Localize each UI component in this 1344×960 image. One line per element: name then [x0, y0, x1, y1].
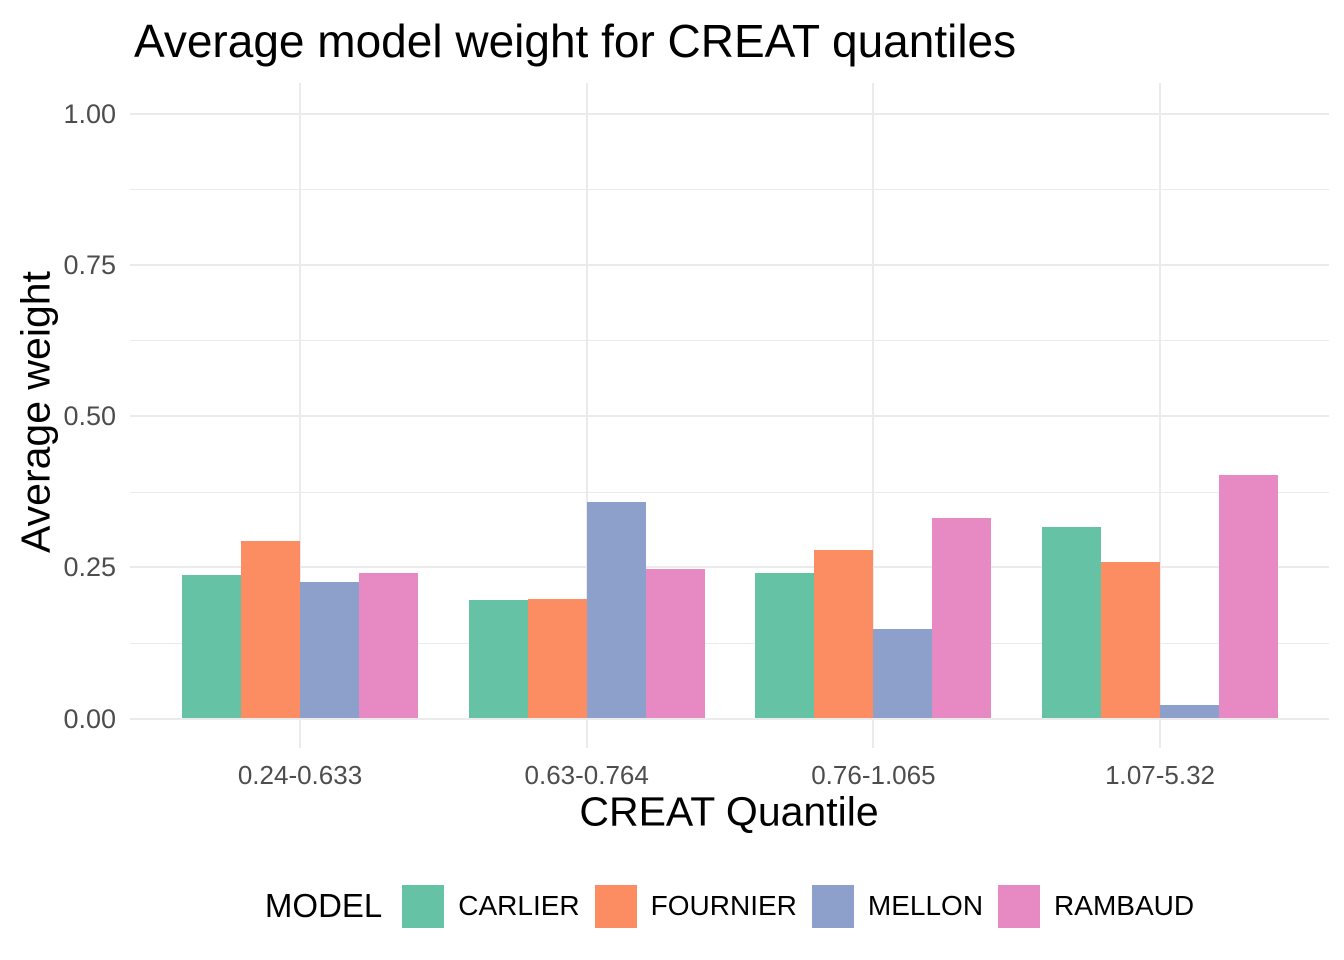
gridline-major-horizontal [130, 566, 1329, 569]
y-tick-label: 1.00 [63, 98, 116, 129]
legend-swatch-fournier [594, 884, 637, 928]
legend-label-fournier: FOURNIER [650, 890, 797, 921]
gridline-minor-horizontal [130, 189, 1329, 191]
y-tick-label: 0.00 [63, 703, 116, 734]
bar-carlier-2 [468, 599, 528, 719]
gridline-major-horizontal [130, 415, 1329, 417]
legend-label-carlier: CARLIER [458, 890, 580, 921]
bar-rambaud-4 [1219, 474, 1279, 719]
legend-swatch-mellon [811, 884, 854, 928]
legend-item-fournier: FOURNIER [594, 884, 797, 928]
x-tick-label: 1.07-5.32 [1105, 760, 1216, 790]
gridline-major-horizontal [130, 112, 1329, 115]
y-tick-label: 0.50 [63, 401, 116, 431]
x-tick-label: 0.63-0.764 [524, 760, 649, 790]
bar-fournier-4 [1101, 562, 1161, 719]
gridline-major-horizontal [130, 263, 1329, 266]
bar-mellon-3 [873, 628, 933, 719]
gridline-major-vertical [585, 83, 588, 748]
x-tick-label: 0.76-1.065 [811, 760, 936, 790]
plot-panel [130, 83, 1329, 748]
gridline-minor-horizontal [130, 491, 1329, 493]
legend-title: MODEL [264, 887, 383, 924]
gridline-major-vertical [872, 83, 875, 748]
legend-item-rambaud: RAMBAUD [998, 884, 1195, 928]
bar-carlier-3 [755, 572, 815, 719]
bar-fournier-2 [527, 599, 587, 719]
bar-rambaud-1 [359, 572, 418, 719]
legend-label-mellon: MELLON [867, 890, 984, 921]
bar-mellon-1 [300, 581, 359, 719]
bar-mellon-4 [1160, 705, 1220, 719]
legend-label-rambaud: RAMBAUD [1054, 890, 1195, 921]
x-tick-label: 0.24-0.633 [237, 760, 363, 790]
x-axis-title: CREAT Quantile [579, 788, 879, 835]
y-tick-label: 0.75 [63, 249, 116, 280]
chart-title: Average model weight for CREAT quantiles [134, 15, 1017, 67]
gridline-major-horizontal [130, 717, 1329, 720]
legend-item-carlier: CARLIER [402, 884, 580, 928]
legend-swatch-carlier [402, 884, 445, 928]
y-tick-label: 0.25 [63, 552, 116, 583]
gridline-minor-horizontal [130, 642, 1329, 644]
bar-fournier-1 [241, 541, 300, 719]
bar-rambaud-2 [645, 569, 705, 719]
bar-rambaud-3 [932, 517, 992, 719]
legend-swatch-rambaud [998, 884, 1041, 928]
bar-fournier-3 [814, 549, 874, 719]
legend-item-mellon: MELLON [811, 884, 984, 928]
gridline-minor-horizontal [130, 340, 1329, 342]
legend: MODEL CARLIER FOURNIER MELLON RAMBAUD [130, 880, 1329, 932]
gridline-major-vertical [1159, 83, 1162, 748]
bar-carlier-1 [182, 574, 241, 719]
bar-carlier-4 [1042, 527, 1102, 719]
gridline-major-vertical [299, 83, 301, 748]
bar-mellon-2 [586, 501, 646, 719]
